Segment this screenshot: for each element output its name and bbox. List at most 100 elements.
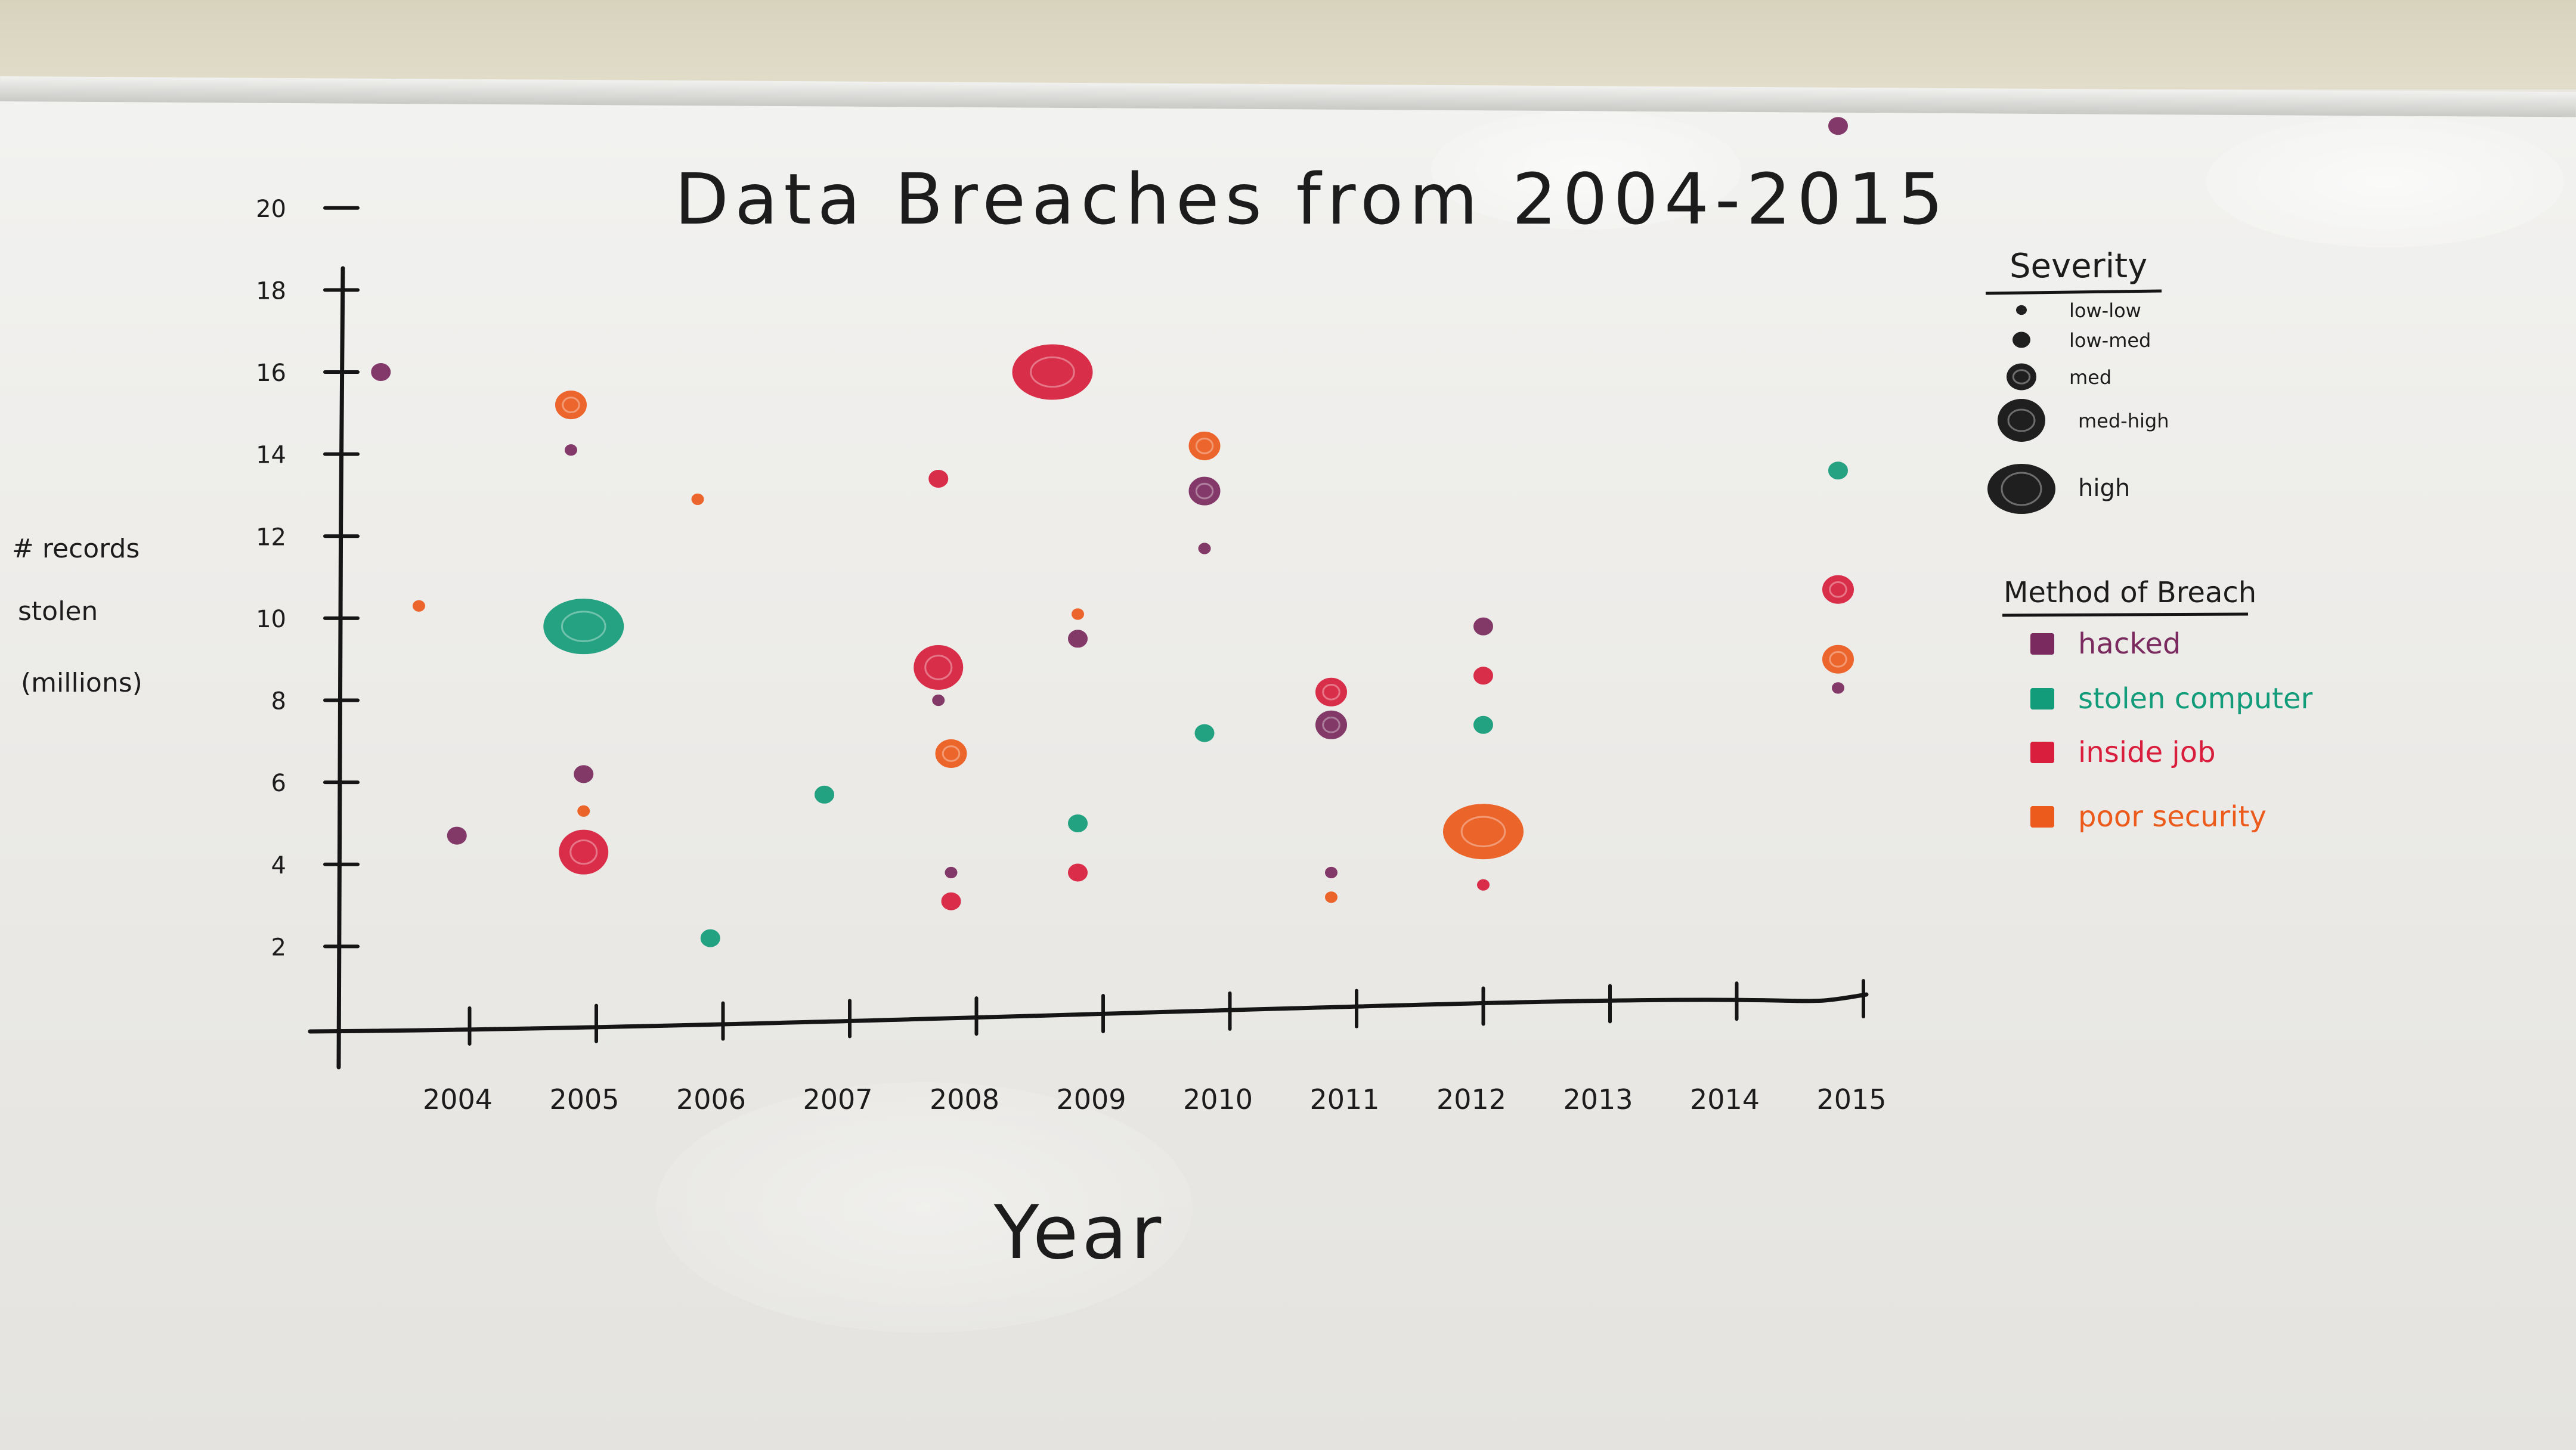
y-tick-label: 12 bbox=[256, 523, 286, 551]
x-tick-label: 2014 bbox=[1690, 1083, 1760, 1116]
severity-legend-label: low-med bbox=[2069, 329, 2151, 352]
data-point-inside bbox=[1822, 575, 1854, 604]
chart-title: Data Breaches from 2004-2015 bbox=[674, 158, 1949, 240]
method-swatch-inside bbox=[2030, 742, 2054, 763]
whiteboard bbox=[0, 98, 2576, 1450]
data-point-scribble bbox=[562, 396, 580, 413]
method-legend-label: hacked bbox=[2078, 627, 2181, 661]
y-tick-label: 10 bbox=[256, 606, 286, 633]
severity-legend-label: high bbox=[2078, 475, 2130, 502]
data-point-stolen bbox=[815, 785, 834, 804]
x-tick-label: 2007 bbox=[803, 1083, 872, 1116]
data-point-hacked bbox=[1198, 543, 1211, 554]
severity-legend-underline bbox=[1985, 289, 2162, 295]
data-point-scribble bbox=[1322, 716, 1340, 733]
data-point-poor bbox=[555, 391, 587, 420]
data-point-scribble bbox=[1030, 356, 1075, 388]
method-legend-label: inside job bbox=[2078, 736, 2216, 769]
data-point-poor bbox=[1325, 891, 1337, 903]
data-point-poor bbox=[413, 600, 425, 612]
x-tick-label: 2011 bbox=[1309, 1083, 1379, 1116]
y-tick-label: 16 bbox=[256, 360, 286, 387]
data-point-hacked bbox=[574, 765, 594, 783]
y-axis-ticks: 2 4 6 8 10 12 14 16 18 20 bbox=[256, 196, 360, 961]
data-point-scribble bbox=[1460, 816, 1506, 847]
x-axis-line bbox=[308, 992, 1869, 1034]
data-point-scribble bbox=[1829, 581, 1847, 598]
data-point-scribble bbox=[569, 839, 598, 865]
data-point-stolen bbox=[700, 929, 720, 947]
x-tick-label: 2009 bbox=[1056, 1083, 1126, 1116]
severity-marker-scribble bbox=[2001, 472, 2042, 506]
data-point-hacked bbox=[447, 826, 467, 845]
wall bbox=[0, 0, 2576, 89]
y-tick-label: 4 bbox=[271, 852, 286, 879]
data-point-scribble bbox=[1195, 438, 1214, 454]
severity-marker bbox=[2007, 363, 2036, 391]
data-point-inside bbox=[1068, 863, 1088, 882]
method-legend: Method of Breach hacked stolen computer in… bbox=[2002, 576, 2313, 834]
x-tick-label: 2006 bbox=[676, 1083, 746, 1116]
y-axis-line bbox=[336, 266, 345, 1070]
x-tick-label: 2008 bbox=[930, 1083, 999, 1116]
method-swatch-stolen bbox=[2030, 688, 2054, 709]
data-point-poor bbox=[1443, 804, 1524, 860]
x-axis-ticks: 2004 2005 2006 2007 2008 2009 2010 2011 2012 2013… bbox=[423, 979, 1887, 1116]
data-point-hacked bbox=[1315, 710, 1347, 739]
data-point-poor bbox=[935, 739, 967, 768]
glare bbox=[656, 1082, 1193, 1333]
y-tick-label: 6 bbox=[271, 770, 286, 797]
data-point-inside bbox=[1473, 667, 1493, 685]
data-point-hacked bbox=[1325, 866, 1337, 879]
y-axis-label-line-1: # records bbox=[12, 534, 140, 564]
x-tick-label: 2013 bbox=[1563, 1083, 1633, 1116]
glare bbox=[2206, 116, 2564, 247]
data-point-hacked bbox=[371, 363, 391, 382]
method-legend-label: poor security bbox=[2078, 800, 2267, 834]
data-point-poor bbox=[691, 493, 704, 505]
y-tick-label: 18 bbox=[256, 277, 286, 305]
data-point-hacked bbox=[1828, 117, 1848, 135]
data-point-inside bbox=[928, 469, 949, 488]
x-tick-label: 2015 bbox=[1816, 1083, 1886, 1116]
data-point-scribble bbox=[1322, 683, 1340, 701]
data-point-inside bbox=[1012, 344, 1093, 400]
severity-marker bbox=[2016, 305, 2027, 315]
y-tick-label: 8 bbox=[271, 688, 286, 715]
data-point-scribble bbox=[561, 611, 606, 642]
data-point-scribble bbox=[1195, 482, 1214, 500]
data-point-inside bbox=[941, 892, 961, 910]
data-point-hacked bbox=[1473, 617, 1493, 636]
severity-marker bbox=[2012, 331, 2030, 348]
glare bbox=[1431, 110, 1741, 230]
severity-legend: Severity low-low low-med med med-high high bbox=[1985, 247, 2169, 514]
y-tick-label: 14 bbox=[256, 442, 286, 469]
data-point-hacked bbox=[565, 444, 577, 456]
data-point-hacked bbox=[932, 694, 945, 707]
x-axis-label: Year bbox=[993, 1190, 1165, 1276]
y-tick-label: 2 bbox=[271, 934, 286, 961]
severity-marker bbox=[1998, 399, 2045, 442]
data-point-stolen bbox=[1068, 814, 1088, 832]
x-tick-label: 2012 bbox=[1436, 1083, 1506, 1116]
x-tick-label: 2005 bbox=[549, 1083, 619, 1116]
data-point-inside bbox=[1315, 677, 1347, 707]
severity-marker-scribble bbox=[2007, 408, 2036, 432]
severity-legend-label: med-high bbox=[2078, 410, 2169, 432]
y-axis-label-line-3: (millions) bbox=[21, 668, 143, 698]
data-point-inside bbox=[559, 829, 609, 875]
data-point-poor bbox=[1188, 431, 1221, 460]
data-point-stolen bbox=[543, 599, 624, 655]
data-point-stolen bbox=[1828, 461, 1848, 480]
data-point-poor bbox=[1822, 645, 1854, 674]
data-point-stolen bbox=[1473, 715, 1493, 734]
data-point-inside bbox=[1477, 879, 1490, 891]
method-swatch-poor bbox=[2030, 806, 2054, 828]
method-legend-title: Method of Breach bbox=[2004, 576, 2256, 609]
y-tick-label: 20 bbox=[256, 196, 286, 223]
data-point-scribble bbox=[924, 655, 953, 680]
data-point-hacked bbox=[1068, 630, 1088, 648]
data-point-scribble bbox=[1829, 650, 1847, 668]
